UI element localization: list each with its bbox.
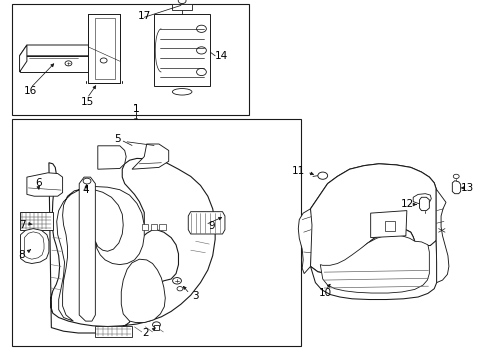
Text: 8: 8 bbox=[19, 249, 25, 260]
Polygon shape bbox=[88, 14, 120, 83]
Text: 11: 11 bbox=[291, 166, 305, 176]
Polygon shape bbox=[310, 229, 436, 300]
Polygon shape bbox=[24, 232, 44, 259]
Polygon shape bbox=[298, 209, 311, 274]
Polygon shape bbox=[20, 229, 49, 264]
Polygon shape bbox=[121, 259, 165, 323]
Text: 2: 2 bbox=[142, 328, 149, 338]
Text: 16: 16 bbox=[23, 86, 37, 96]
Circle shape bbox=[452, 174, 458, 179]
Text: 14: 14 bbox=[214, 51, 228, 61]
Text: 13: 13 bbox=[459, 183, 473, 193]
Polygon shape bbox=[419, 197, 428, 211]
Bar bbox=[154, 325, 159, 330]
Polygon shape bbox=[435, 189, 448, 283]
Polygon shape bbox=[57, 186, 144, 321]
Bar bbox=[159, 224, 165, 230]
Polygon shape bbox=[308, 164, 435, 231]
Bar bbox=[20, 212, 53, 230]
Polygon shape bbox=[310, 164, 435, 274]
Polygon shape bbox=[412, 194, 430, 203]
Polygon shape bbox=[172, 4, 191, 10]
Text: 9: 9 bbox=[207, 221, 214, 231]
Polygon shape bbox=[188, 212, 224, 234]
Bar bbox=[142, 224, 148, 230]
Text: 4: 4 bbox=[82, 185, 89, 195]
Bar bbox=[12, 4, 249, 115]
Text: 5: 5 bbox=[114, 134, 121, 144]
Circle shape bbox=[317, 172, 327, 179]
Text: 1: 1 bbox=[132, 104, 139, 114]
Polygon shape bbox=[98, 146, 126, 169]
Polygon shape bbox=[27, 173, 62, 196]
Polygon shape bbox=[132, 144, 168, 169]
Text: 10: 10 bbox=[319, 288, 331, 298]
Polygon shape bbox=[20, 56, 88, 72]
Text: 15: 15 bbox=[80, 96, 94, 107]
Polygon shape bbox=[49, 158, 215, 333]
Polygon shape bbox=[79, 177, 95, 321]
Polygon shape bbox=[370, 211, 406, 238]
Text: 3: 3 bbox=[192, 291, 199, 301]
Text: 12: 12 bbox=[400, 199, 413, 210]
Bar bbox=[95, 326, 132, 337]
Text: 1: 1 bbox=[132, 104, 139, 114]
Text: 6: 6 bbox=[35, 177, 41, 188]
Bar bbox=[385, 221, 394, 231]
Polygon shape bbox=[320, 235, 428, 293]
Polygon shape bbox=[20, 45, 95, 56]
Text: 7: 7 bbox=[19, 220, 26, 230]
Polygon shape bbox=[95, 18, 115, 79]
Polygon shape bbox=[451, 181, 460, 194]
Polygon shape bbox=[20, 45, 27, 72]
Ellipse shape bbox=[172, 89, 192, 95]
Polygon shape bbox=[154, 14, 210, 86]
Bar bbox=[150, 224, 157, 230]
Bar bbox=[12, 119, 300, 346]
Text: 17: 17 bbox=[137, 11, 151, 21]
